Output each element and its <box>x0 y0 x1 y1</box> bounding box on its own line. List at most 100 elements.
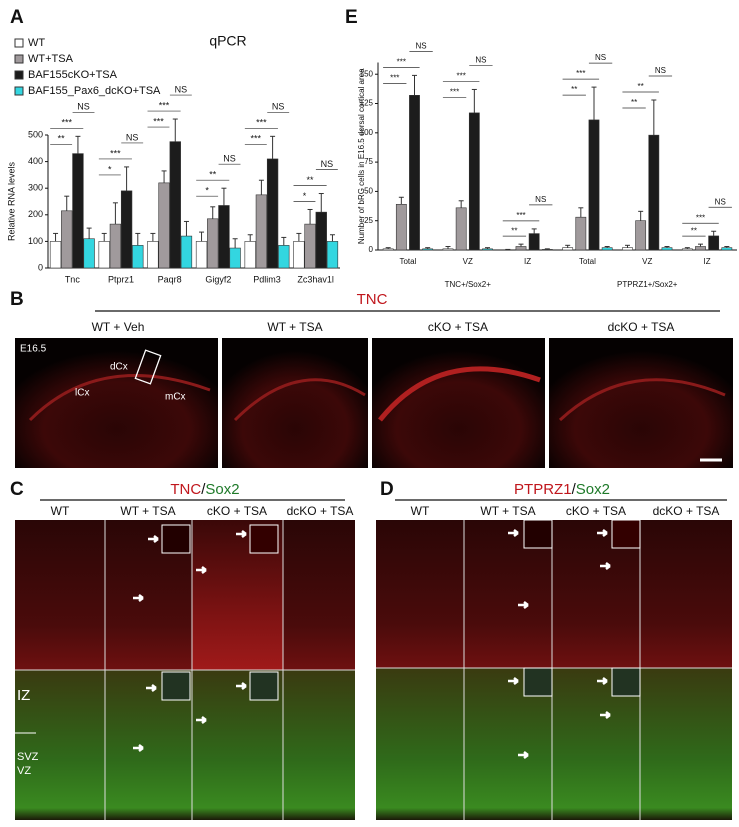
bar <box>622 247 633 251</box>
bar <box>575 216 587 251</box>
bar <box>61 210 73 269</box>
micrograph <box>222 338 368 468</box>
bar <box>120 190 133 269</box>
bar <box>195 241 208 269</box>
y-tick-label: 500 <box>28 129 43 139</box>
x-tick-label: IZ <box>704 257 711 266</box>
bar <box>326 241 339 269</box>
significance-label: *** <box>576 69 585 78</box>
column-label: cKO + TSA <box>566 504 626 518</box>
column-label: WT + TSA <box>267 320 322 334</box>
bar <box>266 158 279 269</box>
significance-label: *** <box>110 148 121 158</box>
panel-label: B <box>10 289 24 310</box>
bar <box>49 241 62 269</box>
bar <box>601 247 613 251</box>
arrows <box>133 530 247 752</box>
micrograph <box>15 338 218 468</box>
legend-swatch <box>14 86 24 96</box>
significance-label: *** <box>256 118 267 128</box>
y-tick-label: 125 <box>360 99 374 108</box>
bar <box>708 235 720 251</box>
column-label: dcKO + TSA <box>653 504 720 518</box>
micrograph-grid <box>15 520 355 820</box>
group-label: TNC+/Sox2+ <box>445 280 492 289</box>
zone-label: VZ <box>17 765 31 777</box>
panel-label: E <box>345 7 358 28</box>
panel-label: D <box>380 479 394 500</box>
inset <box>611 667 641 697</box>
micrograph <box>376 520 464 668</box>
x-tick-label: Total <box>399 257 416 266</box>
significance-label: * <box>108 164 112 174</box>
bar <box>255 194 268 269</box>
micrograph <box>372 338 545 468</box>
y-tick-label: 100 <box>360 128 374 137</box>
panel-label: A <box>10 7 24 28</box>
significance-label: NS <box>416 42 427 51</box>
significance-label: NS <box>321 159 334 169</box>
bar <box>681 248 693 251</box>
significance-label: NS <box>126 132 139 142</box>
inset <box>611 519 641 549</box>
panel-title: TNC <box>357 291 388 308</box>
bar <box>304 223 316 269</box>
bar <box>442 248 454 251</box>
significance-label: ** <box>691 226 697 235</box>
significance-label: * <box>303 191 307 201</box>
legend-label: WT+TSA <box>28 53 74 65</box>
y-tick-label: 300 <box>28 183 43 193</box>
bar <box>409 95 420 251</box>
bar <box>382 248 394 251</box>
column-label: WT <box>411 504 430 518</box>
bar <box>158 182 170 269</box>
legend-label: WT <box>28 37 45 49</box>
image-label: E16.5 <box>20 344 47 355</box>
y-tick-label: 400 <box>28 156 43 166</box>
legend-swatch <box>14 38 24 48</box>
significance-label: *** <box>516 211 525 220</box>
image-label: dCx <box>110 362 128 373</box>
significance-label: *** <box>450 88 459 97</box>
tissue <box>378 366 541 422</box>
bar <box>721 247 733 251</box>
legend-swatch <box>14 70 24 80</box>
micrograph <box>549 338 733 468</box>
significance-label: NS <box>715 197 726 206</box>
panel-title: PTPRZ1/Sox2 <box>514 481 610 498</box>
x-tick-label: Ptprz1 <box>108 274 134 284</box>
bar <box>244 241 256 269</box>
column-label: cKO + TSA <box>207 504 267 518</box>
y-tick-label: 0 <box>38 262 43 272</box>
micrograph <box>640 520 732 668</box>
bar <box>180 235 193 269</box>
y-tick-label: 50 <box>364 187 373 196</box>
y-tick-label: 25 <box>364 216 373 225</box>
bar <box>661 247 673 251</box>
x-tick-label: Tnc <box>65 274 81 284</box>
column-label: WT <box>51 504 70 518</box>
significance-label: ** <box>631 98 637 107</box>
significance-label: ** <box>307 175 315 185</box>
x-tick-label: Gigyf2 <box>205 274 231 284</box>
bar <box>455 207 467 251</box>
x-tick-label: VZ <box>463 257 473 266</box>
significance-label: NS <box>272 102 285 112</box>
panel-label: C <box>10 479 24 500</box>
column-label: WT + TSA <box>120 504 175 518</box>
tissue <box>558 378 726 422</box>
micrograph <box>283 520 355 670</box>
y-tick-label: 150 <box>360 69 374 78</box>
roi-box <box>134 349 162 385</box>
column-label: cKO + TSA <box>428 320 488 334</box>
bar <box>218 205 230 269</box>
bar <box>109 223 122 269</box>
significance-label: NS <box>535 195 546 204</box>
significance-label: *** <box>159 100 170 110</box>
significance-label: *** <box>397 58 406 67</box>
image-label: lCx <box>75 388 89 399</box>
micrograph <box>15 520 105 670</box>
significance-label: * <box>205 186 209 196</box>
bar <box>132 245 144 269</box>
bar <box>83 238 95 269</box>
